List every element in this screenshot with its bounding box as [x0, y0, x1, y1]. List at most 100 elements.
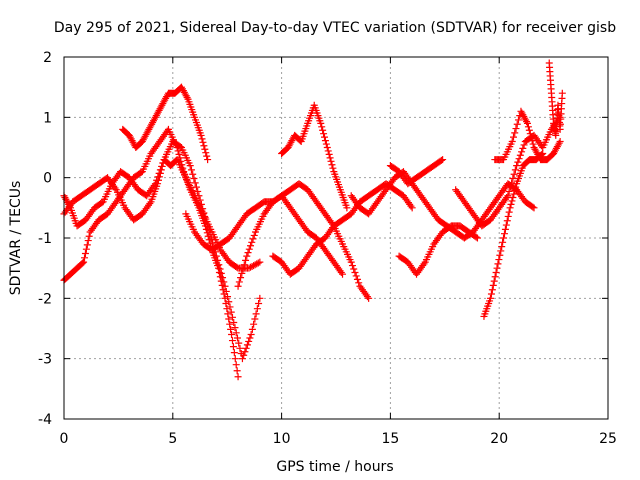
data-point	[225, 298, 233, 306]
data-point	[505, 208, 513, 216]
data-point	[437, 156, 445, 164]
data-point	[503, 217, 511, 225]
data-point	[250, 262, 258, 270]
series-sat-f	[234, 180, 373, 302]
data-point	[150, 181, 158, 189]
data-point	[249, 235, 257, 243]
x-tick-label: 10	[273, 431, 291, 447]
data-point	[230, 318, 238, 326]
data-point	[225, 315, 233, 323]
data-point	[246, 334, 254, 342]
data-point	[318, 123, 326, 131]
data-point	[494, 260, 502, 268]
data-point	[245, 245, 253, 253]
data-point	[214, 256, 222, 264]
data-point	[255, 300, 263, 308]
data-point	[351, 268, 359, 276]
data-point	[407, 202, 415, 210]
data-point	[237, 274, 245, 282]
data-point	[192, 183, 200, 191]
y-tick-label: 0	[43, 171, 52, 187]
data-point	[510, 190, 518, 198]
data-point	[251, 261, 259, 269]
data-point	[514, 116, 522, 124]
data-point	[222, 287, 230, 295]
data-point	[516, 151, 524, 159]
y-tick-label: -1	[38, 231, 52, 247]
data-point	[66, 202, 74, 210]
data-point	[530, 204, 538, 212]
data-point	[203, 152, 211, 160]
x-axis-label: GPS time / hours	[276, 459, 393, 475]
data-point	[247, 242, 255, 250]
data-point	[492, 268, 500, 276]
data-point	[236, 344, 244, 352]
series-sat-j	[395, 222, 481, 278]
data-point	[512, 125, 520, 133]
data-point	[504, 212, 512, 220]
data-point	[158, 162, 166, 170]
data-point	[200, 142, 208, 150]
data-point	[352, 272, 360, 280]
data-point	[199, 138, 207, 146]
data-point	[502, 221, 510, 229]
data-point	[498, 243, 506, 251]
data-point	[489, 281, 497, 289]
data-point	[240, 351, 248, 359]
data-point	[240, 261, 248, 269]
data-point	[511, 129, 519, 137]
data-point	[439, 156, 447, 164]
data-point	[223, 305, 231, 313]
data-point	[151, 180, 159, 188]
data-point	[508, 179, 516, 187]
data-point	[186, 162, 194, 170]
series-sat-d	[119, 83, 212, 164]
data-point	[243, 252, 251, 260]
data-point	[155, 169, 163, 177]
data-point	[523, 118, 531, 126]
data-point	[215, 261, 223, 269]
data-point	[242, 344, 250, 352]
data-point	[187, 166, 195, 174]
data-point	[524, 123, 532, 131]
data-point	[224, 293, 232, 301]
data-point	[506, 204, 514, 212]
data-point	[487, 290, 495, 298]
series-sat-h	[278, 101, 351, 212]
series-sat-e	[182, 192, 347, 278]
data-point	[488, 286, 496, 294]
axis-ticks: 0 5 10 15 20 25 -4 -3 -2 -1 0 1 2	[38, 50, 617, 447]
data-point	[496, 251, 504, 259]
data-point	[339, 270, 347, 278]
data-point	[493, 264, 501, 272]
data-point	[514, 158, 522, 166]
data-point	[508, 137, 516, 145]
x-tick-label: 25	[599, 431, 617, 447]
data-point	[204, 222, 212, 230]
data-point	[327, 157, 335, 165]
data-point	[558, 89, 566, 97]
series-sat-k	[386, 156, 447, 188]
data-point	[235, 339, 243, 347]
data-point	[232, 361, 240, 369]
data-point	[253, 260, 261, 268]
data-point	[153, 176, 161, 184]
x-tick-label: 0	[60, 431, 69, 447]
data-point	[85, 232, 93, 240]
data-point	[194, 187, 202, 195]
data-point	[490, 277, 498, 285]
data-point	[189, 170, 197, 178]
data-point	[233, 367, 241, 375]
data-point	[520, 141, 528, 149]
data-point	[523, 119, 531, 127]
data-point	[323, 144, 331, 151]
y-axis-label: SDTVAR / TECUs	[8, 181, 24, 296]
data-point	[154, 173, 162, 181]
data-point	[529, 140, 537, 148]
data-point	[527, 133, 535, 141]
data-point	[227, 308, 235, 316]
data-point	[228, 313, 236, 321]
data-point	[495, 256, 503, 264]
data-point	[202, 218, 210, 226]
series-sat-c	[60, 137, 264, 363]
